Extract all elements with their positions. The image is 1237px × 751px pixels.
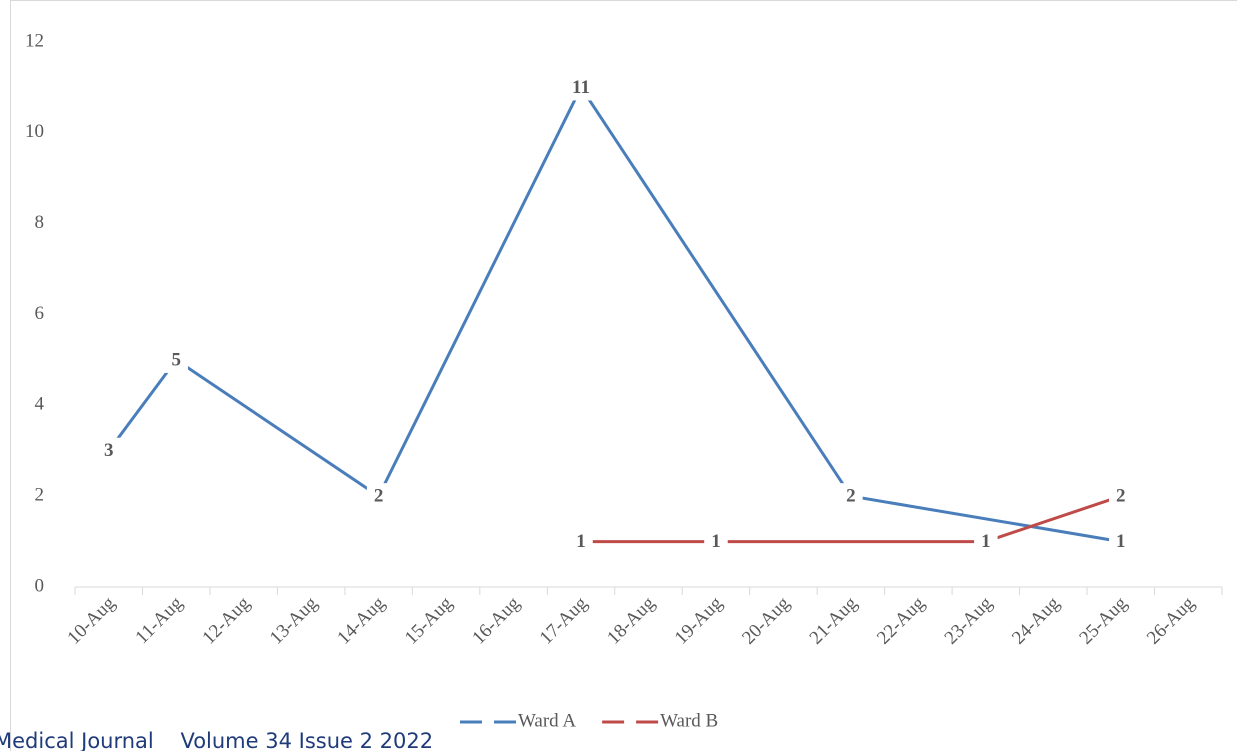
legend-label: Ward A	[518, 710, 576, 731]
y-tick-label: 12	[25, 30, 44, 51]
data-label-bg	[1109, 528, 1133, 555]
data-label-group: 1	[1109, 528, 1133, 555]
x-tick-label: 11-Aug	[131, 592, 187, 648]
data-label: 1	[576, 531, 586, 552]
data-label-bg	[974, 528, 998, 555]
x-tick-label: 24-Aug	[1008, 592, 1064, 648]
data-label-group: 2	[839, 483, 863, 510]
x-tick-label: 21-Aug	[806, 592, 862, 648]
line	[581, 494, 1122, 544]
data-label: 2	[1116, 486, 1126, 507]
x-tick-label: 16-Aug	[468, 592, 524, 648]
x-tick-label: 15-Aug	[401, 592, 457, 648]
x-tick-label: 20-Aug	[738, 592, 794, 648]
x-tick-label: 23-Aug	[941, 592, 997, 648]
data-label-bg	[704, 528, 728, 555]
data-label-bg	[565, 74, 598, 101]
data-label: 2	[374, 486, 384, 507]
x-tick-label: 17-Aug	[536, 592, 592, 648]
data-label-group: 1	[569, 528, 593, 555]
y-tick-label: 8	[35, 212, 45, 233]
data-label-group: 2	[1109, 483, 1133, 510]
data-label-bg	[839, 483, 863, 510]
data-label: 1	[711, 531, 721, 552]
y-tick-label: 6	[35, 303, 45, 324]
x-tick-label: 26-Aug	[1143, 592, 1199, 648]
data-label-bg	[366, 483, 391, 510]
y-tick-label: 2	[35, 485, 45, 506]
data-label-group: 1	[704, 528, 728, 555]
data-label-bg	[1109, 483, 1133, 510]
data-label: 11	[572, 77, 590, 98]
line	[107, 84, 1122, 544]
data-label: 1	[981, 531, 991, 552]
data-label-group: 11	[565, 74, 598, 101]
data-label: 3	[104, 440, 114, 461]
footer: Medical Journal Volume 34 Issue 2 2022	[0, 729, 433, 751]
x-tick-label: 25-Aug	[1076, 592, 1132, 648]
data-label-group: 2	[366, 483, 391, 510]
legend-label: Ward B	[660, 710, 718, 731]
data-label-bg	[569, 528, 593, 555]
x-tick-label: 22-Aug	[873, 592, 929, 648]
x-tick-label: 12-Aug	[198, 592, 254, 648]
x-tick-label: 13-Aug	[266, 592, 322, 648]
y-tick-label: 10	[25, 121, 44, 142]
x-tick-label: 14-Aug	[333, 592, 389, 648]
y-tick-label: 4	[35, 394, 45, 415]
y-tick-label: 0	[35, 575, 45, 596]
data-label-group: 3	[96, 437, 121, 464]
x-tick-label: 10-Aug	[63, 592, 119, 648]
data-label-group: 1	[974, 528, 998, 555]
data-label: 2	[846, 486, 856, 507]
data-label-bg	[96, 437, 121, 464]
chart-border	[10, 0, 1237, 751]
data-label-group: 5	[164, 346, 188, 373]
data-label-bg	[164, 346, 188, 373]
data-label: 5	[171, 349, 181, 370]
x-tick-label: 19-Aug	[671, 592, 727, 648]
x-tick-label: 18-Aug	[603, 592, 659, 648]
data-label: 1	[1116, 531, 1126, 552]
